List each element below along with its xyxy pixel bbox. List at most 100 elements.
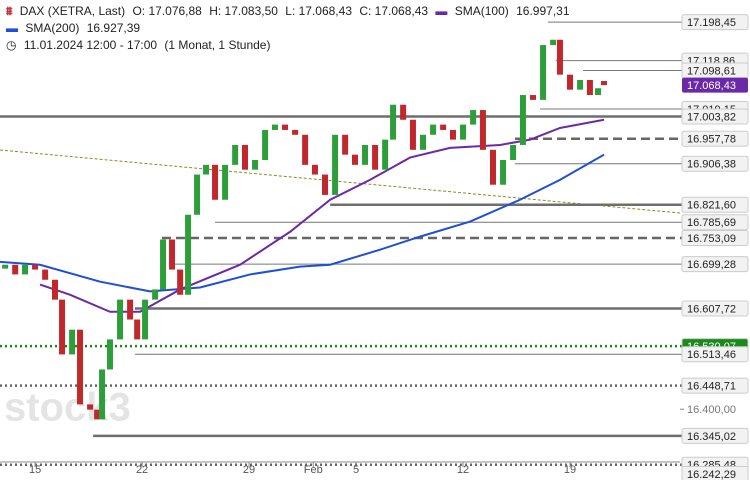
- x-tick-label: 22: [136, 464, 148, 476]
- low: L: 17.068,43: [285, 4, 352, 18]
- price-label-bg: [681, 466, 749, 480]
- candle: [409, 119, 416, 150]
- candle: [302, 134, 309, 165]
- header-line-2: ▬ SMA(200) 16.927,39: [6, 21, 144, 35]
- candle: [127, 299, 134, 320]
- candle: [152, 289, 159, 300]
- symbol: DAX (XETRA, Last): [19, 4, 126, 18]
- price-label-bg: [681, 346, 749, 363]
- header-line-3: ◷ 11.01.2024 12:00 - 17:00 (1 Monat, 1 S…: [6, 38, 274, 52]
- x-tick-label: 12: [457, 464, 469, 476]
- candle: [500, 160, 507, 185]
- candle: [530, 95, 537, 100]
- sma-line: [39, 118, 605, 313]
- price-label-bg: [682, 77, 748, 93]
- header-line-1: ⩩ DAX (XETRA, Last) O: 17.076,88 H: 17.0…: [6, 4, 574, 19]
- price-label: 16.785,69: [687, 217, 736, 229]
- candle: [212, 164, 219, 200]
- price-label: 16.448,71: [687, 381, 736, 393]
- candle: [519, 95, 526, 145]
- candle: [440, 124, 447, 130]
- open: O: 17.076,88: [132, 4, 202, 18]
- candle: [106, 339, 113, 370]
- candle: [372, 144, 379, 170]
- price-label-bg: [681, 377, 749, 394]
- candle: [222, 164, 229, 200]
- clock-icon: ◷: [6, 38, 17, 52]
- candle: [59, 299, 66, 355]
- candle: [470, 110, 477, 125]
- price-label: 16.345,02: [687, 431, 736, 443]
- candle: [252, 160, 259, 170]
- candle: [540, 45, 547, 100]
- candle: [51, 279, 58, 300]
- candle: [390, 104, 397, 140]
- candle: [32, 264, 39, 270]
- candle: [550, 39, 557, 46]
- candle: [556, 39, 563, 75]
- candle: [241, 144, 248, 170]
- price-label: 17.003,82: [687, 111, 736, 123]
- candle: [117, 299, 124, 340]
- candle: [400, 104, 407, 120]
- candle: [42, 269, 49, 280]
- price-label-bg: [681, 230, 749, 247]
- candle: [351, 154, 358, 165]
- candle: [99, 369, 106, 420]
- price-label-bg: [681, 427, 749, 444]
- price-label-bg: [681, 155, 749, 172]
- interval: (1 Monat, 1 Stunde): [164, 38, 271, 52]
- candle: [185, 214, 192, 295]
- candle: [430, 124, 437, 135]
- candle: [271, 124, 278, 130]
- candle: [160, 239, 167, 290]
- price-label: 16.513,46: [687, 349, 736, 361]
- candle: [332, 134, 339, 195]
- x-tick-label: 19: [564, 464, 576, 476]
- price-label: 16.906,38: [687, 159, 736, 171]
- candle: [510, 144, 517, 160]
- price-label: 16.400,00: [687, 404, 736, 416]
- close: C: 17.068,43: [359, 4, 429, 18]
- candle: [420, 134, 427, 150]
- candle: [194, 174, 201, 215]
- price-label: 16.957,78: [687, 134, 736, 146]
- candle: [203, 164, 210, 175]
- candle: [94, 409, 101, 420]
- candle: [586, 80, 593, 96]
- candle: [12, 264, 19, 275]
- candle: [342, 134, 349, 155]
- legend-name: SMA(100): [454, 4, 509, 18]
- price-label-bg: [681, 196, 749, 213]
- price-label: 16.607,72: [687, 303, 736, 315]
- price-label-bg: [681, 300, 749, 317]
- candle: [449, 129, 456, 140]
- legend-value: 16.997,31: [516, 4, 570, 18]
- legend-value: 16.927,39: [86, 21, 141, 35]
- candle: [362, 144, 369, 165]
- legend-swatch: ▬: [435, 4, 448, 18]
- price-label: 16.699,28: [687, 259, 736, 271]
- legend-name: SMA(200): [25, 21, 80, 35]
- price-label: 17.098,61: [687, 65, 736, 77]
- price-label: 16.242,29: [687, 469, 736, 480]
- icon: ⩩: [6, 4, 13, 18]
- candle: [567, 74, 574, 90]
- candle: [460, 124, 467, 140]
- candle: [134, 319, 141, 340]
- price-label-bg: [681, 256, 749, 273]
- x-tick-label: Feb: [304, 464, 323, 476]
- candle: [87, 404, 94, 410]
- x-tick-label: 15: [29, 464, 41, 476]
- x-tick-label: 29: [243, 464, 255, 476]
- candle: [282, 124, 289, 130]
- candle: [177, 269, 184, 295]
- candle: [262, 129, 269, 160]
- x-tick-label: 5: [353, 464, 359, 476]
- price-label-bg: [681, 214, 749, 231]
- candle: [489, 149, 496, 185]
- price-label: 17.118,86: [687, 56, 735, 68]
- price-label: 16.821,60: [687, 200, 736, 212]
- candle: [69, 329, 76, 355]
